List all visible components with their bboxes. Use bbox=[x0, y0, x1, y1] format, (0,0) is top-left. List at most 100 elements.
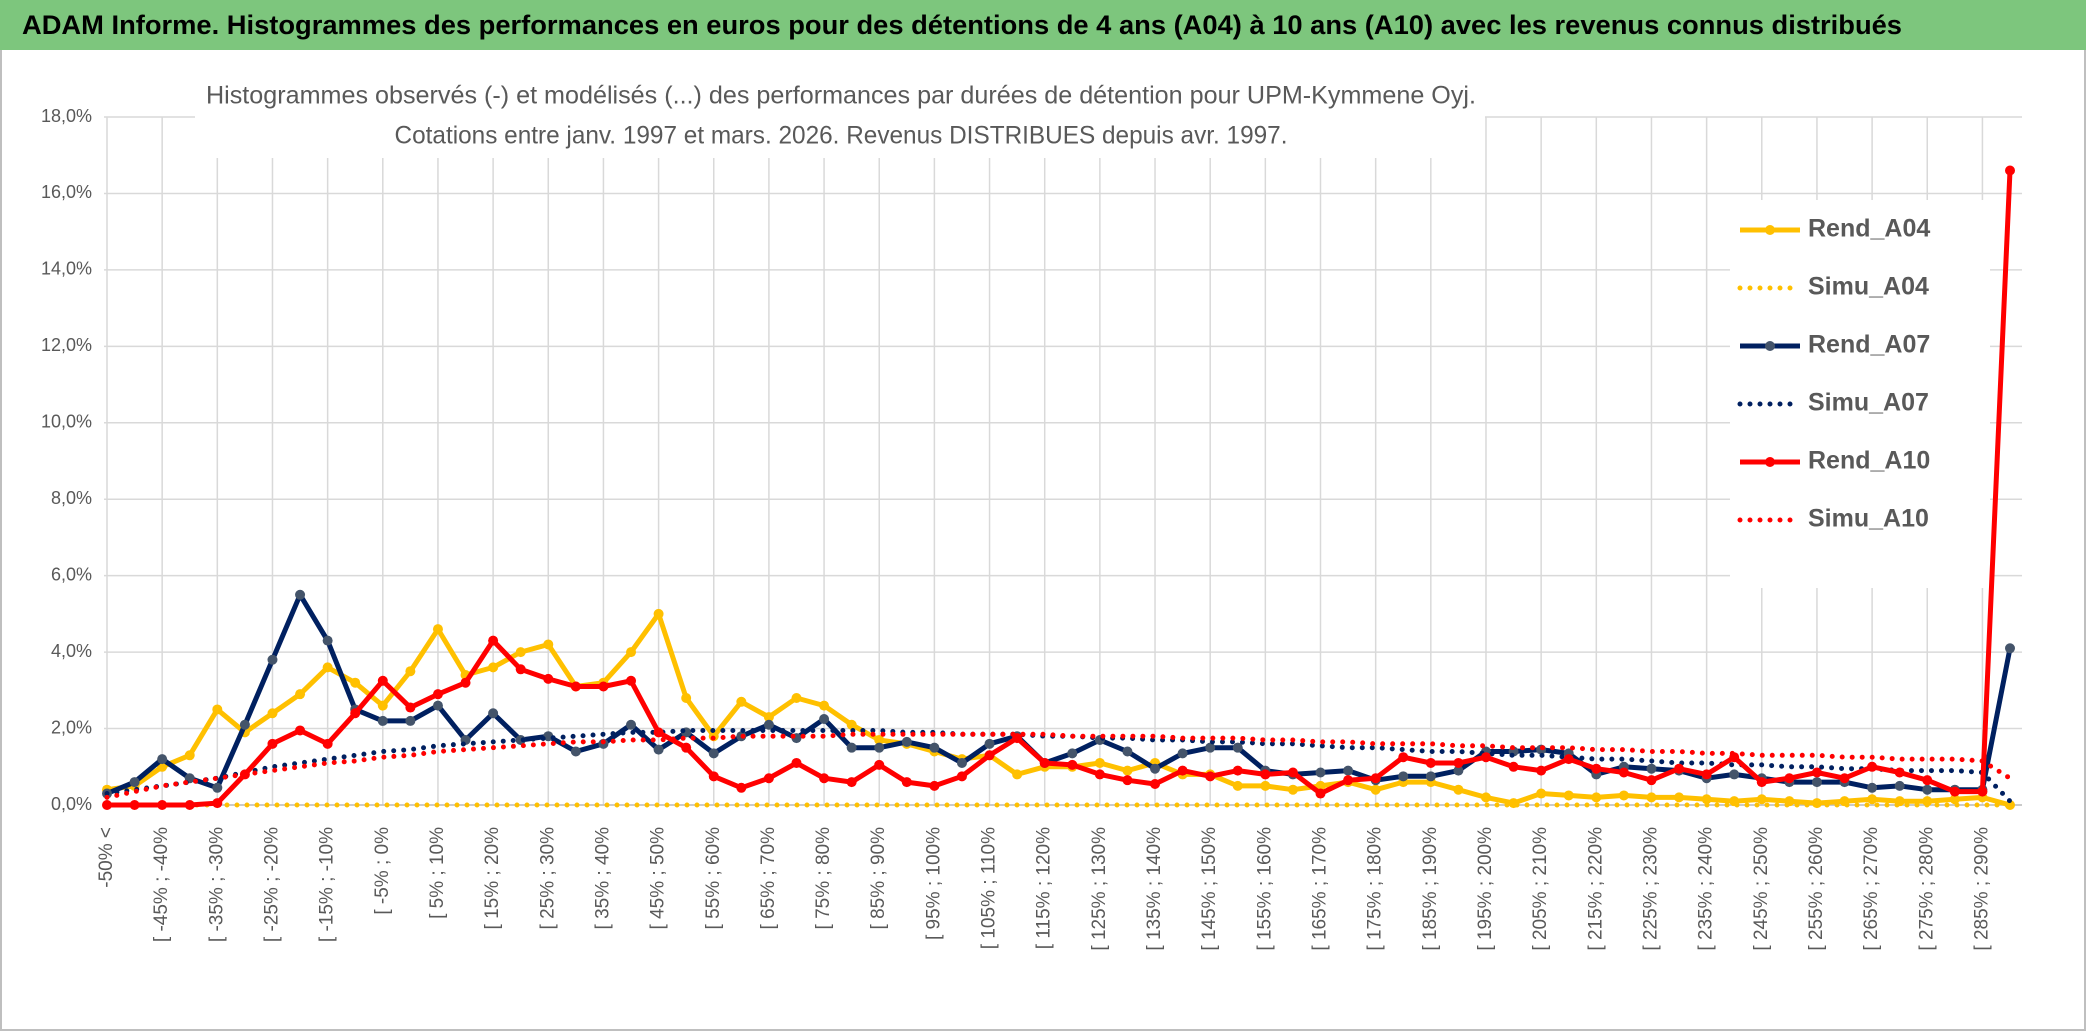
series-line bbox=[104, 728, 2013, 804]
legend-label: Rend_A07 bbox=[1808, 331, 1930, 359]
point bbox=[626, 647, 637, 658]
legend-bg bbox=[1730, 200, 1990, 588]
x-tick-label: [ -25% ; -20% bbox=[261, 827, 282, 942]
series-line bbox=[106, 592, 2013, 796]
point bbox=[1260, 780, 1271, 791]
point bbox=[405, 715, 416, 726]
x-tick-label: [ 65% ; 70% bbox=[758, 827, 779, 930]
point bbox=[488, 708, 499, 719]
x-tick-label: [ 195% ; 200% bbox=[1475, 827, 1496, 951]
x-tick-label: [ -15% ; -10% bbox=[317, 827, 338, 942]
point bbox=[598, 681, 609, 692]
point bbox=[708, 771, 719, 782]
point bbox=[1177, 748, 1188, 759]
point bbox=[350, 677, 361, 688]
point bbox=[1480, 752, 1491, 763]
point bbox=[1425, 771, 1436, 782]
point bbox=[543, 639, 554, 650]
point bbox=[1425, 757, 1436, 768]
chart-title: Histogrammes observés (-) et modélisés (… bbox=[206, 82, 1476, 110]
point bbox=[1563, 790, 1574, 801]
point bbox=[488, 635, 499, 646]
point bbox=[791, 757, 802, 768]
point bbox=[1398, 752, 1409, 763]
point bbox=[515, 664, 526, 675]
x-tick-label: [ 75% ; 80% bbox=[813, 827, 834, 930]
point bbox=[929, 780, 940, 791]
y-tick-label: 18,0% bbox=[41, 106, 92, 126]
x-tick-label: [ 165% ; 170% bbox=[1310, 827, 1331, 951]
point bbox=[1177, 765, 1188, 776]
x-tick-label: [ 35% ; 40% bbox=[592, 827, 613, 930]
legend-label: Simu_A07 bbox=[1808, 389, 1929, 417]
point bbox=[1094, 769, 1105, 780]
point bbox=[1922, 784, 1933, 795]
point bbox=[1343, 765, 1354, 776]
legend-label: Rend_A04 bbox=[1808, 215, 1930, 243]
point bbox=[874, 742, 885, 753]
series-line bbox=[107, 170, 2013, 808]
x-tick-label: [ 15% ; 20% bbox=[482, 827, 503, 930]
point bbox=[984, 738, 995, 749]
legend-marker bbox=[1765, 341, 1775, 351]
x-tick-label: [ 55% ; 60% bbox=[703, 827, 724, 930]
point bbox=[1536, 788, 1547, 799]
point bbox=[2005, 643, 2015, 654]
x-tick-label: [ 185% ; 190% bbox=[1420, 827, 1441, 951]
point bbox=[1094, 757, 1105, 768]
point bbox=[184, 750, 195, 761]
x-tick-label: [ 215% ; 220% bbox=[1585, 827, 1606, 951]
point bbox=[432, 624, 443, 635]
point bbox=[405, 702, 416, 713]
y-tick-label: 16,0% bbox=[41, 182, 92, 202]
y-tick-label: 0,0% bbox=[51, 794, 92, 814]
x-tick-label: [ 205% ; 210% bbox=[1530, 827, 1551, 951]
point bbox=[322, 738, 333, 749]
point bbox=[763, 712, 774, 723]
point bbox=[1811, 767, 1822, 778]
y-tick-label: 8,0% bbox=[51, 488, 92, 508]
point bbox=[819, 773, 830, 784]
y-tick-label: 4,0% bbox=[51, 641, 92, 661]
point bbox=[681, 742, 692, 753]
x-tick-label: [ 155% ; 160% bbox=[1254, 827, 1275, 951]
point bbox=[543, 731, 554, 742]
x-tick-label: [ 45% ; 50% bbox=[648, 827, 669, 930]
point bbox=[1894, 780, 1905, 791]
point bbox=[929, 742, 940, 753]
x-tick-label: [ 265% ; 270% bbox=[1861, 827, 1882, 951]
x-tick-label: [ 285% ; 290% bbox=[1971, 827, 1992, 951]
point bbox=[1067, 748, 1078, 759]
point bbox=[102, 800, 112, 810]
point bbox=[543, 673, 554, 684]
point bbox=[1756, 777, 1767, 788]
point bbox=[626, 675, 637, 686]
point bbox=[1287, 784, 1298, 795]
x-tick-label: [ 105% ; 110% bbox=[979, 827, 1000, 949]
point bbox=[1122, 746, 1133, 757]
point bbox=[1232, 742, 1243, 753]
point bbox=[1756, 794, 1767, 805]
point bbox=[681, 692, 692, 703]
chart-subtitle: Cotations entre janv. 1997 et mars. 2026… bbox=[395, 122, 1288, 150]
point bbox=[1370, 784, 1381, 795]
point bbox=[1674, 792, 1685, 803]
x-tick-label: [ 175% ; 180% bbox=[1365, 827, 1386, 951]
x-tick-label: [ 235% ; 240% bbox=[1696, 827, 1717, 951]
point bbox=[2005, 165, 2015, 176]
point bbox=[874, 735, 885, 746]
point bbox=[1287, 767, 1298, 778]
series-line bbox=[106, 611, 2011, 808]
x-tick-label: [ -35% ; -30% bbox=[206, 827, 227, 942]
point bbox=[1260, 769, 1271, 780]
point bbox=[1315, 767, 1326, 778]
point bbox=[1343, 775, 1354, 786]
point bbox=[1839, 773, 1850, 784]
legend-label: Simu_A10 bbox=[1808, 505, 1929, 533]
point bbox=[1067, 759, 1078, 770]
point bbox=[791, 692, 802, 703]
point bbox=[1646, 792, 1657, 803]
point bbox=[1867, 761, 1878, 772]
point bbox=[1729, 769, 1740, 780]
point bbox=[1591, 763, 1602, 774]
